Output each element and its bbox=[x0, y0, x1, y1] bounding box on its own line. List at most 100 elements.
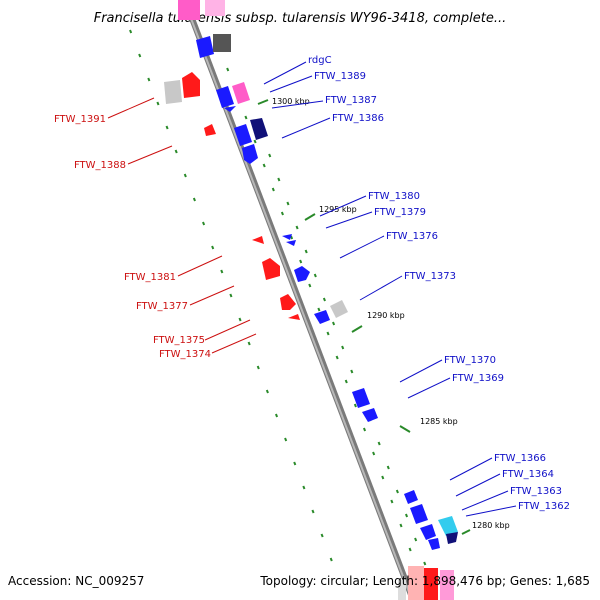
gene-feature[interactable] bbox=[234, 124, 252, 146]
tick-mark bbox=[138, 53, 142, 58]
gene-feature[interactable] bbox=[196, 36, 214, 58]
gene-feature[interactable] bbox=[205, 0, 225, 16]
tick-mark bbox=[344, 379, 348, 384]
gene-feature[interactable] bbox=[242, 144, 258, 164]
gene-feature[interactable] bbox=[224, 106, 236, 112]
tick-mark bbox=[274, 413, 279, 418]
scale-label: 1285 kbp bbox=[420, 417, 458, 426]
tick-mark bbox=[390, 499, 394, 504]
gene-feature[interactable] bbox=[232, 82, 250, 104]
tick-mark bbox=[329, 557, 333, 562]
gene-label[interactable]: FTW_1375 bbox=[153, 335, 205, 346]
tick-tracks bbox=[129, 29, 427, 566]
tick-mark bbox=[147, 77, 151, 82]
gene-feature[interactable] bbox=[178, 0, 200, 20]
tick-mark bbox=[226, 67, 230, 72]
gene-feature[interactable] bbox=[404, 490, 418, 504]
gene-label[interactable]: FTW_1370 bbox=[444, 355, 496, 366]
gene-label[interactable]: FTW_1386 bbox=[332, 113, 384, 124]
tick-mark bbox=[202, 221, 206, 226]
gene-feature[interactable] bbox=[164, 80, 182, 104]
topology-summary: Topology: circular; Length: 1,898,476 bp… bbox=[259, 574, 590, 588]
tick-mark bbox=[322, 297, 326, 302]
gene-label[interactable]: FTW_1362 bbox=[518, 501, 570, 512]
tick-mark bbox=[313, 273, 317, 278]
tick-mark bbox=[423, 561, 427, 566]
gene-label[interactable]: FTW_1381 bbox=[124, 272, 176, 283]
gene-feature[interactable] bbox=[314, 310, 330, 324]
tick-mark bbox=[414, 537, 418, 542]
gene-feature[interactable] bbox=[446, 532, 458, 544]
gene-label[interactable]: FTW_1374 bbox=[159, 349, 211, 360]
gene-label[interactable]: FTW_1380 bbox=[368, 191, 420, 202]
tick-mark bbox=[129, 29, 133, 34]
reverse-gene-labels: FTW_1391 FTW_1388 FTW_1381 FTW_1377 FTW_… bbox=[54, 114, 211, 360]
tick-mark bbox=[284, 437, 288, 442]
gene-feature[interactable] bbox=[352, 388, 370, 408]
gene-feature[interactable] bbox=[438, 516, 458, 536]
tick-mark bbox=[304, 249, 308, 254]
tick-mark bbox=[238, 317, 242, 322]
gene-feature[interactable] bbox=[262, 258, 280, 280]
gene-feature[interactable] bbox=[398, 580, 406, 600]
tick-mark bbox=[408, 547, 412, 552]
gene-label[interactable]: FTW_1391 bbox=[54, 114, 106, 125]
scale-label: 1300 kbp bbox=[272, 97, 310, 106]
gene-feature[interactable] bbox=[250, 118, 268, 140]
gene-feature[interactable] bbox=[330, 300, 348, 318]
gene-feature[interactable] bbox=[213, 34, 231, 52]
tick-mark bbox=[165, 125, 169, 130]
gene-label[interactable]: FTW_1373 bbox=[404, 271, 456, 282]
scale-label: 1280 kbp bbox=[472, 521, 510, 530]
tick-mark bbox=[253, 139, 257, 144]
gene-label[interactable]: FTW_1366 bbox=[494, 453, 546, 464]
gene-feature[interactable] bbox=[288, 314, 300, 320]
gene-feature[interactable] bbox=[424, 568, 438, 600]
gene-label[interactable]: FTW_1376 bbox=[386, 231, 438, 242]
gene-label[interactable]: FTW_1379 bbox=[374, 207, 426, 218]
tick-mark bbox=[317, 307, 321, 312]
gene-feature[interactable] bbox=[204, 124, 216, 136]
gene-label[interactable]: rdgC bbox=[308, 55, 332, 66]
gene-label[interactable]: FTW_1389 bbox=[314, 71, 366, 82]
gene-label[interactable]: FTW_1388 bbox=[74, 160, 126, 171]
tick-mark bbox=[395, 489, 399, 494]
gene-feature[interactable] bbox=[286, 240, 296, 246]
gene-features bbox=[164, 0, 458, 600]
tick-mark bbox=[280, 211, 284, 216]
tick-mark bbox=[220, 269, 224, 274]
tick-mark bbox=[265, 389, 269, 394]
gene-feature[interactable] bbox=[362, 408, 378, 422]
gene-feature[interactable] bbox=[410, 504, 428, 524]
gene-feature[interactable] bbox=[408, 566, 424, 600]
tick-mark bbox=[244, 115, 248, 120]
tick-mark bbox=[156, 101, 160, 106]
gene-feature[interactable] bbox=[252, 236, 264, 244]
gene-label[interactable]: FTW_1387 bbox=[325, 95, 377, 106]
gene-feature[interactable] bbox=[182, 72, 200, 98]
gene-feature[interactable] bbox=[294, 266, 310, 282]
tick-mark bbox=[350, 369, 354, 374]
tick-mark bbox=[268, 153, 272, 158]
gene-feature[interactable] bbox=[216, 86, 234, 108]
gene-label[interactable]: FTW_1363 bbox=[510, 486, 562, 497]
gene-label[interactable]: FTW_1377 bbox=[136, 301, 188, 312]
tick-mark bbox=[299, 259, 303, 264]
tick-mark bbox=[262, 163, 266, 168]
gene-label[interactable]: FTW_1364 bbox=[502, 469, 554, 480]
gene-feature[interactable] bbox=[440, 570, 454, 600]
tick-mark bbox=[256, 365, 260, 370]
tick-mark bbox=[277, 177, 281, 182]
tick-mark bbox=[174, 149, 178, 154]
tick-mark bbox=[308, 283, 312, 288]
scale-label: 1295 kbp bbox=[319, 205, 357, 214]
tick-mark bbox=[386, 465, 390, 470]
tick-mark bbox=[247, 341, 251, 346]
gene-feature[interactable] bbox=[282, 234, 292, 240]
gene-feature[interactable] bbox=[420, 524, 436, 540]
gene-label[interactable]: FTW_1369 bbox=[452, 373, 504, 384]
gene-feature[interactable] bbox=[280, 294, 296, 310]
tick-mark bbox=[311, 509, 315, 514]
gene-feature[interactable] bbox=[428, 538, 440, 550]
